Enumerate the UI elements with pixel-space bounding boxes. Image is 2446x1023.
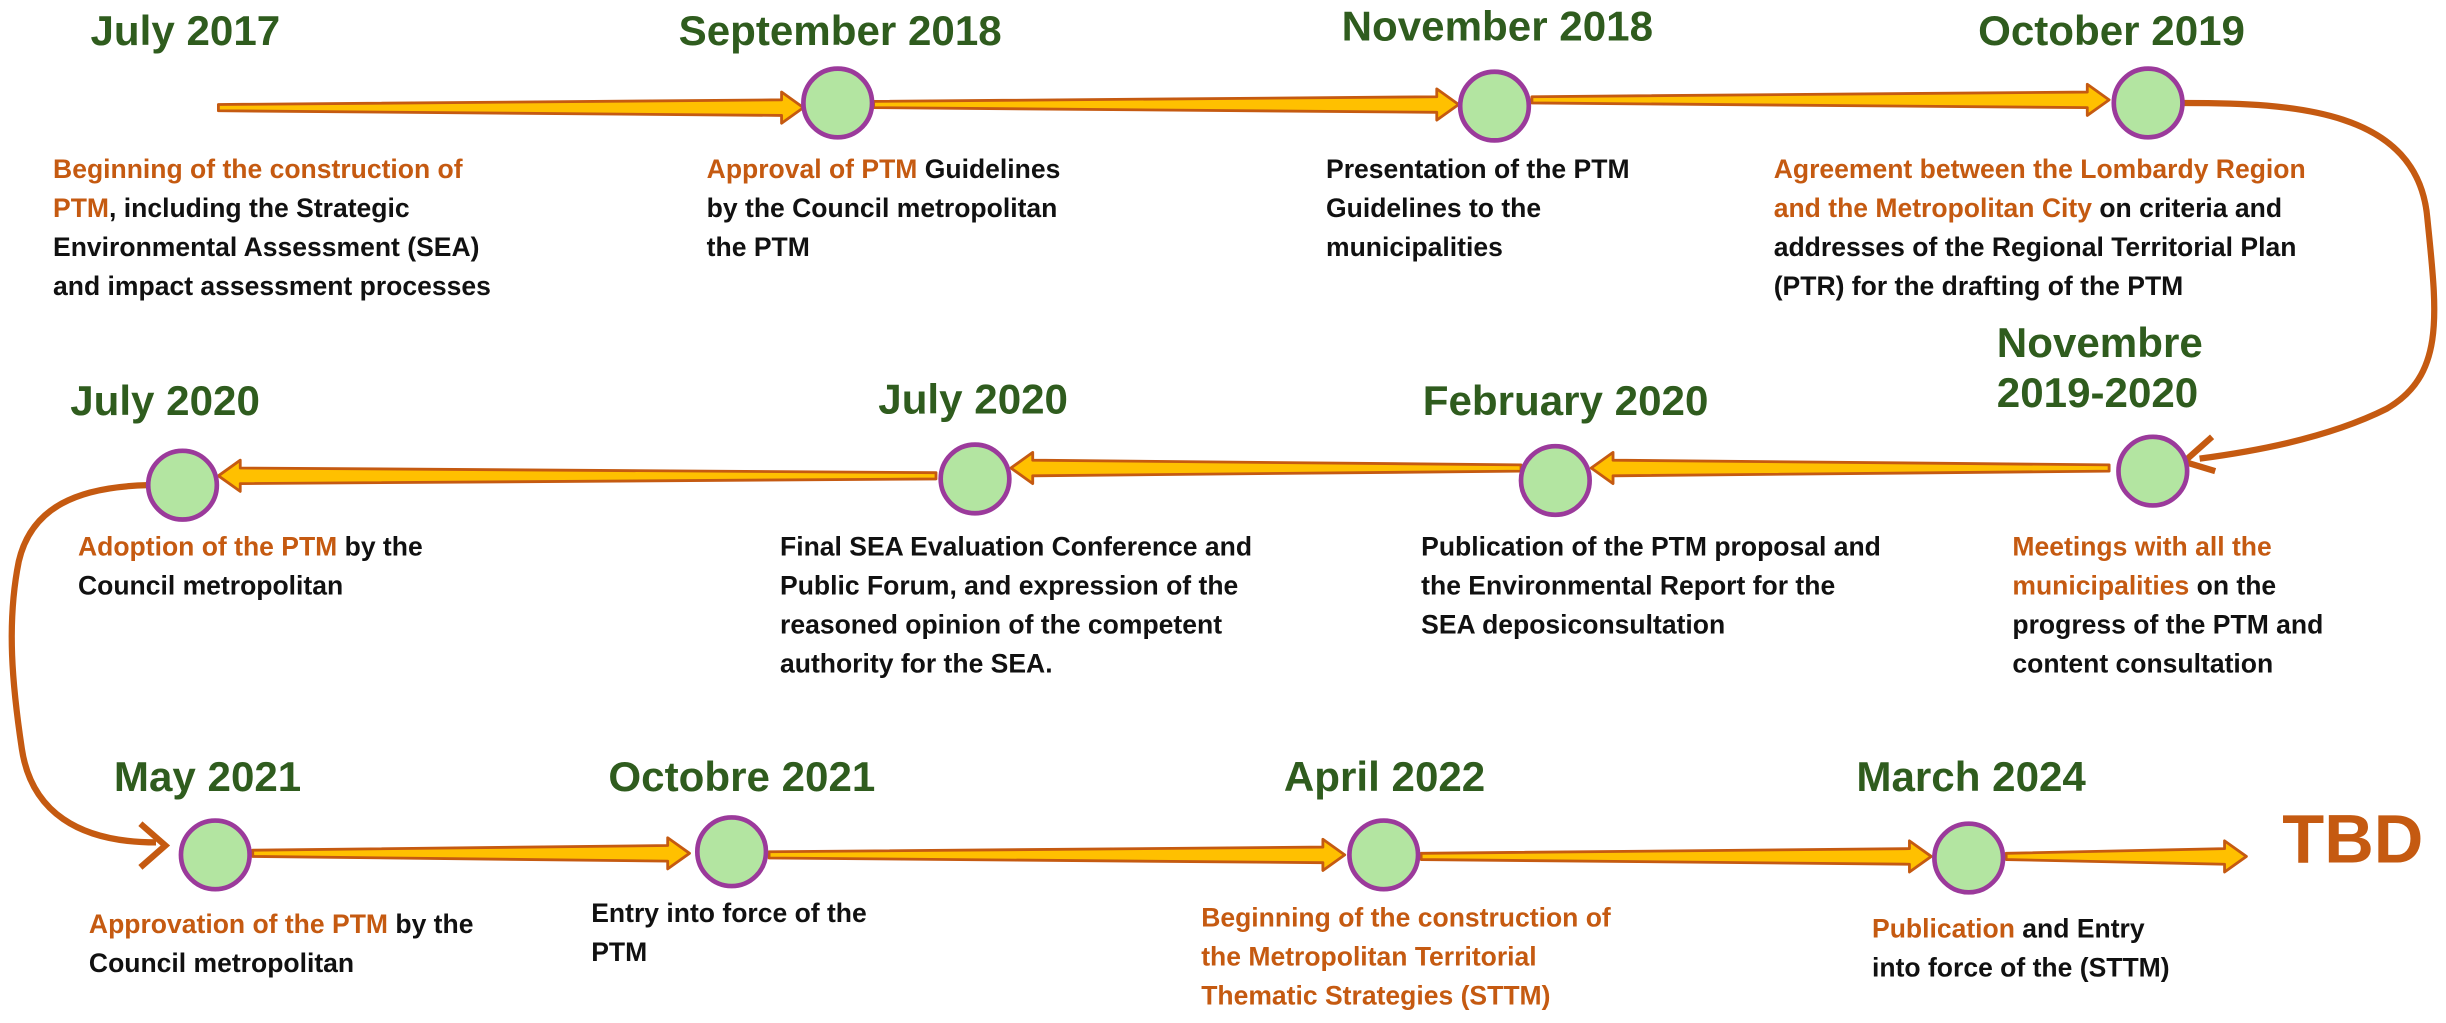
description: Approval of PTM Guidelines by the Counci… xyxy=(707,150,1097,267)
highlight-text: Beginning of the construction of PTM xyxy=(53,154,463,224)
milestone xyxy=(1518,443,1592,518)
description: Beginning of the construction of PTM, in… xyxy=(53,150,505,306)
arrow xyxy=(1009,450,1523,486)
description: Publication and Entry into force of the … xyxy=(1872,909,2200,987)
highlight-text: Adoption of the PTM xyxy=(78,531,338,562)
body-text: Final SEA Evaluation Conference and Publ… xyxy=(780,531,1253,679)
highlight-text: Publication xyxy=(1871,914,2015,944)
description: Presentation of the PTM Guidelines to th… xyxy=(1326,150,1669,267)
description: Meetings with all the municipalities on … xyxy=(2012,527,2371,683)
milestone xyxy=(1932,821,2006,895)
arrow xyxy=(1589,450,2111,486)
milestone xyxy=(2116,434,2190,508)
date: March 2024 xyxy=(1856,753,2086,801)
date: May 2021 xyxy=(113,753,302,801)
milestone xyxy=(1347,818,1421,892)
description: Adoption of the PTM by the Council metro… xyxy=(78,527,452,605)
arrow xyxy=(1530,82,2111,117)
description: Agreement between the Lombardy Region an… xyxy=(1774,150,2336,306)
date: September 2018 xyxy=(678,7,1002,55)
description: Final SEA Evaluation Conference and Publ… xyxy=(780,527,1279,683)
arrowhead xyxy=(138,821,171,870)
arrow xyxy=(216,90,805,125)
milestone xyxy=(178,818,252,892)
arrow xyxy=(216,458,938,493)
description: Beginning of the construction of the Met… xyxy=(1201,899,1638,1016)
description: Approvation of the PTM by the Council me… xyxy=(89,905,526,983)
milestone xyxy=(2111,66,2185,140)
body-text: on the progress of the PTM and content c… xyxy=(2012,570,2324,679)
body-text: Guidelines by the Council metropolitan t… xyxy=(706,154,1061,263)
arrow xyxy=(251,836,691,871)
arrow xyxy=(872,87,1461,122)
body-text: Entry into force of the PTM xyxy=(591,898,867,968)
milestone xyxy=(938,442,1012,516)
date: February 2020 xyxy=(1422,377,1709,425)
milestone xyxy=(145,448,220,522)
milestone xyxy=(801,66,875,140)
milestone xyxy=(694,815,769,889)
end-label: TBD xyxy=(2282,801,2424,879)
date: April 2022 xyxy=(1283,753,1486,801)
body-text: by the Council metropolitan xyxy=(78,531,423,601)
arrow xyxy=(1419,839,1933,874)
description: Publication of the PTM proposal and the … xyxy=(1421,527,1889,644)
body-text: , including the Strategic Environmental … xyxy=(53,193,491,302)
highlight-text: Agreement between the Lombardy Region an… xyxy=(1773,154,2306,224)
date: July 2017 xyxy=(90,7,281,55)
body-text: and Entry into force of the (STTM) xyxy=(1871,914,2170,983)
milestone xyxy=(1457,69,1532,143)
curve xyxy=(8,482,157,846)
highlight-text: Approval of PTM xyxy=(706,154,918,185)
date: Octobre 2021 xyxy=(608,753,876,801)
date: Novembre 2019-2020 xyxy=(1996,319,2203,417)
arrow xyxy=(767,837,1347,872)
date: November 2018 xyxy=(1341,3,1654,50)
body-text: on criteria and addresses of the Regiona… xyxy=(1773,193,2297,302)
description: Entry into force of the PTM xyxy=(591,894,919,972)
body-text: Publication of the PTM proposal and the … xyxy=(1421,531,1881,640)
date: July 2020 xyxy=(70,377,260,425)
highlight-text: Approvation of the PTM xyxy=(88,909,389,940)
highlight-text: Meetings with all the municipalities xyxy=(2012,531,2272,601)
curve xyxy=(2183,99,2438,462)
arrow xyxy=(2004,839,2248,874)
date: October 2019 xyxy=(1978,7,2245,55)
body-text: by the Council metropolitan xyxy=(88,909,474,979)
body-text: Presentation of the PTM Guidelines to th… xyxy=(1326,154,1630,263)
date: July 2020 xyxy=(878,375,1068,423)
highlight-text: Beginning of the construction of the Met… xyxy=(1201,903,1611,1011)
